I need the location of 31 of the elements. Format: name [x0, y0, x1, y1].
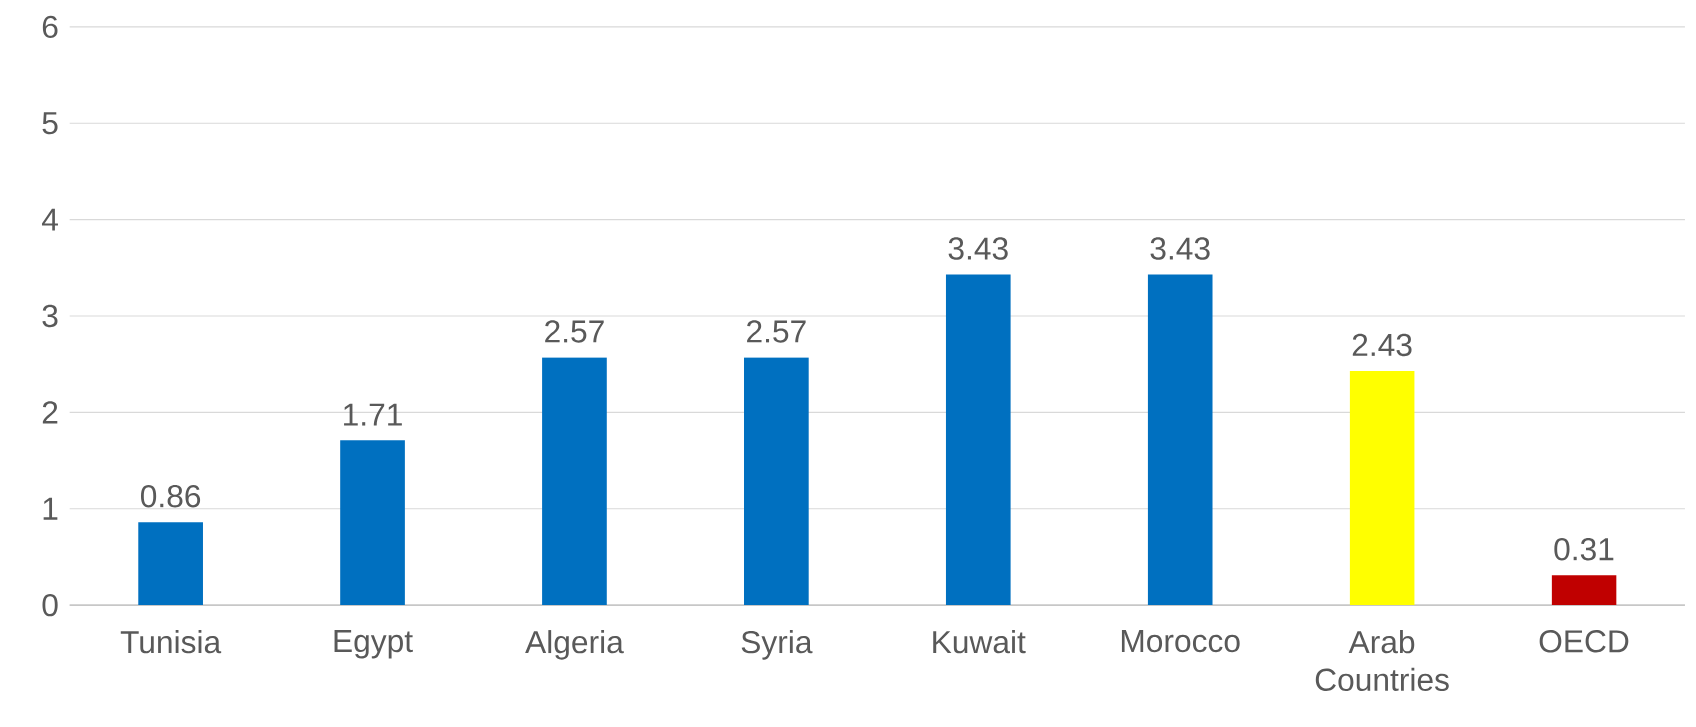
bar [1349, 371, 1415, 606]
data-label: 1.71 [344, 403, 402, 426]
y-tick-label: 0 [42, 594, 58, 617]
y-tick-label: 4 [41, 208, 58, 231]
y-tick-label: 2 [42, 401, 58, 424]
x-tick-label: Tunisia [120, 630, 222, 654]
data-label: 2.43 [1352, 333, 1412, 357]
bar [744, 357, 809, 606]
y-tick-label: 3 [42, 305, 58, 328]
bar [1551, 575, 1617, 606]
data-label: 0.86 [140, 485, 201, 508]
y-tick-label: 6 [42, 15, 58, 39]
x-tick-label: Kuwait [933, 630, 1026, 654]
bar [945, 274, 1011, 606]
x-tick-label: Arab Countries [1315, 630, 1449, 692]
bar [340, 440, 405, 606]
x-tick-label: Algeria [525, 630, 624, 660]
bar [542, 357, 607, 606]
x-tick-label: Syria [741, 630, 813, 660]
x-tick-label: Egypt [334, 630, 413, 659]
data-label: 2.57 [545, 320, 604, 343]
data-label: 0.31 [1554, 538, 1614, 561]
x-tick-label: OECD [1539, 630, 1629, 653]
data-label: 3.43 [948, 237, 1008, 261]
y-tick-label: 5 [42, 112, 58, 135]
bar [138, 522, 203, 606]
data-label: 3.43 [1150, 237, 1210, 261]
bar [1147, 274, 1213, 606]
data-label: 2.57 [747, 320, 806, 343]
x-tick-label: Morocco [1121, 630, 1240, 653]
y-tick-label: 1 [43, 498, 58, 520]
